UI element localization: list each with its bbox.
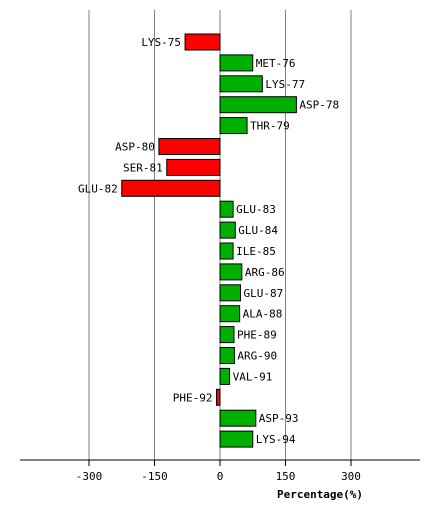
bar-labels: LYS-75 MET-76 LYS-77 ASP-78 THR-79 ASP-80 SER-… [78,36,339,446]
bar-label-phe-89: PHE-89 [237,329,277,342]
x-tick-label-4: 300 [341,470,361,483]
bar-lys-75 [184,33,221,51]
x-tick-label-0: -300 [76,470,103,483]
bar-label-ala-88: ALA-88 [243,308,283,321]
bar-label-lys-75: LYS-75 [141,36,181,49]
bars [121,33,297,448]
bar-label-lys-77: LYS-77 [265,78,305,91]
bar-phe-89 [219,326,235,344]
bar-label-glu-84: GLU-84 [238,224,278,237]
bar-label-ile-85: ILE-85 [236,245,276,258]
bar-asp-78 [219,96,297,114]
x-axis-label: Percentage(%) [277,488,363,501]
bar-lys-77 [219,75,263,93]
bar-label-phe-92: PHE-92 [173,391,213,404]
bar-lys-94 [219,430,254,448]
bar-arg-86 [219,263,243,281]
bar-label-arg-86: ARG-86 [245,266,285,279]
bar-phe-92 [216,388,221,406]
bar-label-ser-81: SER-81 [123,161,163,174]
bar-label-asp-80: ASP-80 [115,141,155,154]
bar-val-91 [219,367,231,385]
bar-ile-85 [219,242,234,260]
bar-glu-87 [219,284,242,302]
bar-thr-79 [219,117,248,135]
bar-label-val-91: VAL-91 [233,370,273,383]
bar-glu-83 [219,200,234,218]
x-tick-label-1: -150 [141,470,168,483]
bar-asp-93 [219,409,257,427]
bar-met-76 [219,54,254,72]
bar-label-met-76: MET-76 [256,57,296,70]
bar-label-lys-94: LYS-94 [256,433,296,446]
bar-label-glu-83: GLU-83 [236,203,276,216]
bar-arg-90 [219,347,235,364]
x-tick-label-3: 150 [276,470,296,483]
bar-label-asp-93: ASP-93 [259,412,299,425]
bar-label-glu-82: GLU-82 [78,182,118,195]
bar-ala-88 [219,305,241,323]
x-axis: -300 -150 0 150 300 [20,459,420,483]
bar-glu-84 [219,221,236,239]
bar-ser-81 [166,158,221,176]
bar-label-glu-87: GLU-87 [244,287,284,300]
bar-label-arg-90: ARG-90 [237,350,277,363]
bar-asp-80 [158,138,221,155]
bar-glu-82 [121,179,221,197]
bar-label-thr-79: THR-79 [250,120,290,133]
bar-label-asp-78: ASP-78 [299,99,339,112]
x-tick-label-2: 0 [217,470,224,483]
